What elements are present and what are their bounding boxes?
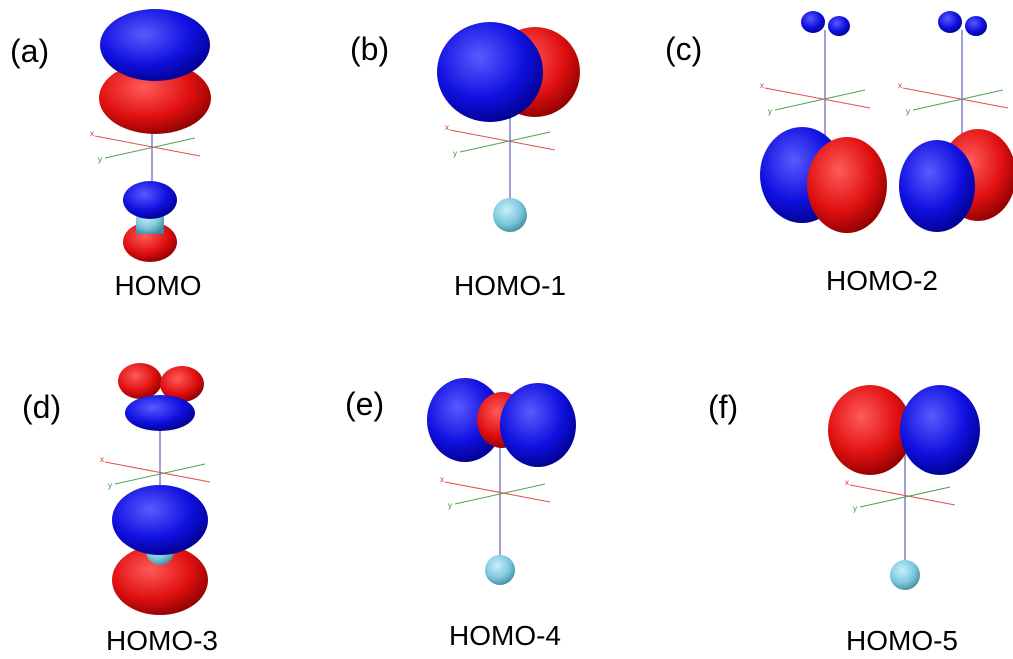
axis-x-label: x xyxy=(760,81,764,90)
axis-x-label: x xyxy=(100,455,104,464)
axis-y-label: y xyxy=(906,107,910,116)
axis-x-label: x xyxy=(440,475,444,484)
panel-label: (a) xyxy=(10,33,49,69)
blue-lobe xyxy=(500,383,576,467)
red-lobe xyxy=(828,385,912,475)
x-axis xyxy=(445,482,550,502)
orbital-renderings xyxy=(95,9,1013,615)
panel-label: (b) xyxy=(350,31,389,67)
orbital-caption: HOMO-4 xyxy=(449,620,561,651)
axis-y-label: y xyxy=(453,149,457,158)
x-axis xyxy=(450,130,555,150)
blue-lobe xyxy=(965,16,987,36)
red-lobe xyxy=(118,363,162,399)
blue-lobe xyxy=(112,485,208,555)
panel-label: (d) xyxy=(22,389,61,425)
red-lobe xyxy=(807,137,887,233)
blue-lobe xyxy=(828,16,850,36)
x-axis xyxy=(903,88,1008,108)
atom xyxy=(485,555,515,585)
orbital-caption: HOMO-2 xyxy=(826,265,938,296)
axis-y-label: y xyxy=(448,501,452,510)
y-axis xyxy=(913,90,1003,110)
orbital-caption: HOMO-5 xyxy=(846,625,958,656)
x-axis xyxy=(765,88,870,108)
orbital-caption: HOMO-1 xyxy=(454,270,566,301)
y-axis xyxy=(105,138,195,158)
atom xyxy=(493,198,527,232)
blue-lobe xyxy=(100,9,210,81)
axis-x-label: x xyxy=(445,123,449,132)
panel-label: (e) xyxy=(345,386,384,422)
atom xyxy=(890,560,920,590)
x-axis xyxy=(95,136,200,156)
axis-x-label: x xyxy=(845,478,849,487)
x-axis xyxy=(850,485,955,505)
axis-x-label: x xyxy=(898,81,902,90)
blue-lobe xyxy=(125,395,195,431)
orbital-caption: HOMO-3 xyxy=(106,625,218,656)
blue-lobe xyxy=(899,140,975,232)
axis-y-label: y xyxy=(768,107,772,116)
axis-y-label: y xyxy=(98,155,102,164)
panel-label: (c) xyxy=(665,31,702,67)
blue-lobe xyxy=(938,11,962,33)
orbital-caption: HOMO xyxy=(114,270,201,301)
blue-lobe xyxy=(123,181,177,219)
blue-lobe xyxy=(437,22,543,122)
y-axis xyxy=(775,90,865,110)
blue-lobe xyxy=(801,11,825,33)
y-axis xyxy=(460,132,550,152)
page: x y x y x y x y x y x y x y (a) HOMO (b) HOMO-1 (c) HOMO-2 (… xyxy=(0,0,1013,659)
axis-x-label: x xyxy=(90,129,94,138)
x-axis xyxy=(105,462,210,482)
blue-lobe xyxy=(900,385,980,475)
panel-label: (f) xyxy=(708,389,738,425)
axis-y-label: y xyxy=(108,481,112,490)
figure: x y x y x y x y x y x y x y (a) HOMO (b) HOMO-1 (c) HOMO-2 (… xyxy=(0,0,1013,659)
axis-y-label: y xyxy=(853,504,857,513)
